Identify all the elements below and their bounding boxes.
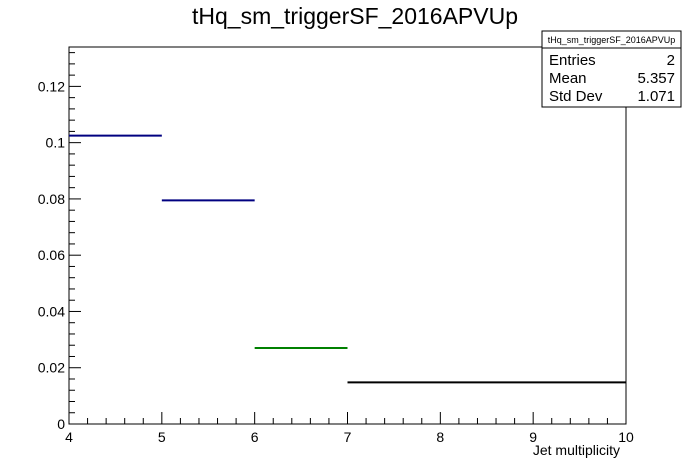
stats-box: tHq_sm_triggerSF_2016APVUp Entries 2 Mea… (541, 30, 682, 108)
stats-mean-label: Mean (549, 70, 587, 87)
stats-entries-label: Entries (549, 52, 596, 69)
axis-tick-labels: 4 5 6 7 8 9 10 0 0.02 0.04 0.06 0.08 0.1 0.12 (38, 78, 634, 445)
x-tick-label: 6 (251, 429, 259, 445)
x-tick-label: 7 (344, 429, 352, 445)
x-tick-label: 10 (618, 429, 634, 445)
y-tick-label: 0.04 (38, 303, 65, 319)
stats-stddev-value: 1.071 (637, 88, 675, 105)
y-tick-label: 0.06 (38, 247, 65, 263)
y-tick-label: 0.02 (38, 360, 65, 376)
stats-box-border (541, 30, 682, 108)
y-tick-label: 0.08 (38, 191, 65, 207)
x-tick-label: 8 (436, 429, 444, 445)
stats-entries-value: 2 (667, 52, 675, 69)
x-axis-title: Jet multiplicity (533, 442, 620, 458)
x-tick-label: 5 (158, 429, 166, 445)
stats-stddev-label: Std Dev (549, 88, 603, 105)
y-tick-label: 0 (57, 416, 65, 432)
axis-ticks (68, 52, 627, 425)
chart-title: tHq_sm_triggerSF_2016APVUp (192, 3, 518, 29)
y-tick-label: 0.12 (38, 78, 65, 94)
x-tick-label: 9 (529, 429, 537, 445)
histogram-bins (69, 134, 626, 384)
y-tick-label: 0.1 (46, 135, 66, 151)
stats-box-name: tHq_sm_triggerSF_2016APVUp (548, 35, 676, 45)
stats-mean-value: 5.357 (637, 70, 675, 87)
x-tick-label: 4 (65, 429, 73, 445)
